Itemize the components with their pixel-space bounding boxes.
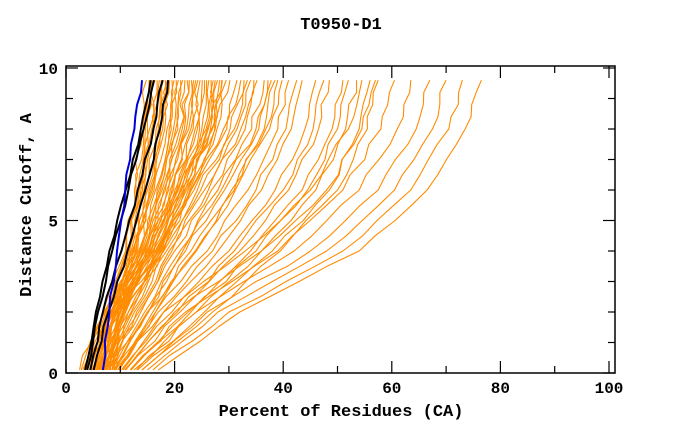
model-line-orange [137,80,371,371]
model-line-orange [114,80,298,371]
x-tick-label: 60 [382,380,401,398]
model-line-orange [109,80,175,370]
model-line-orange [117,80,303,371]
x-tick-label: 80 [491,380,510,398]
model-line-blue [101,80,143,371]
model-line-orange [107,80,255,371]
y-tick-label: 5 [48,214,58,232]
model-line-black [84,80,152,371]
model-line-orange [130,79,396,371]
model-line-orange [122,80,363,371]
model-line-orange [108,80,258,371]
model-line-orange [113,80,269,371]
model-line-orange [129,80,344,371]
x-tick-label: 40 [274,380,293,398]
model-line-orange [104,80,248,371]
model-line-orange [108,79,276,371]
model-line-orange [106,80,252,371]
model-lines-layer [79,79,482,371]
model-line-orange [157,79,482,371]
model-line-black [92,80,170,371]
x-tick-label: 0 [61,380,71,398]
model-line-orange [102,80,242,371]
plot-frame [65,65,616,374]
model-line-orange [111,80,265,371]
model-line-orange [125,80,377,371]
model-line-orange [136,80,412,371]
model-line-black [89,79,164,371]
model-line-orange [120,80,317,371]
model-line-orange [97,80,227,371]
model-line-orange [117,80,279,371]
model-line-orange [92,80,223,371]
y-tick-label: 0 [48,366,58,384]
model-line-orange [125,80,330,371]
model-line-orange [113,80,290,371]
model-line-orange [98,80,231,371]
model-line-orange [141,79,431,371]
model-line-orange [141,79,379,371]
y-axis-label: Distance Cutoff, A [18,112,37,296]
y-tick-label: 10 [39,61,58,79]
axes-frame-layer: 0 20 40 60 80 100 0 5 10 [39,61,624,398]
model-line-orange [147,79,447,371]
x-tick-label: 20 [165,380,184,398]
model-line-orange [152,80,463,371]
model-line-orange [111,80,190,370]
x-axis-label: Percent of Residues (CA) [219,403,464,422]
plot-title: T0950-D1 [300,16,382,35]
x-tick-label: 100 [595,380,624,398]
